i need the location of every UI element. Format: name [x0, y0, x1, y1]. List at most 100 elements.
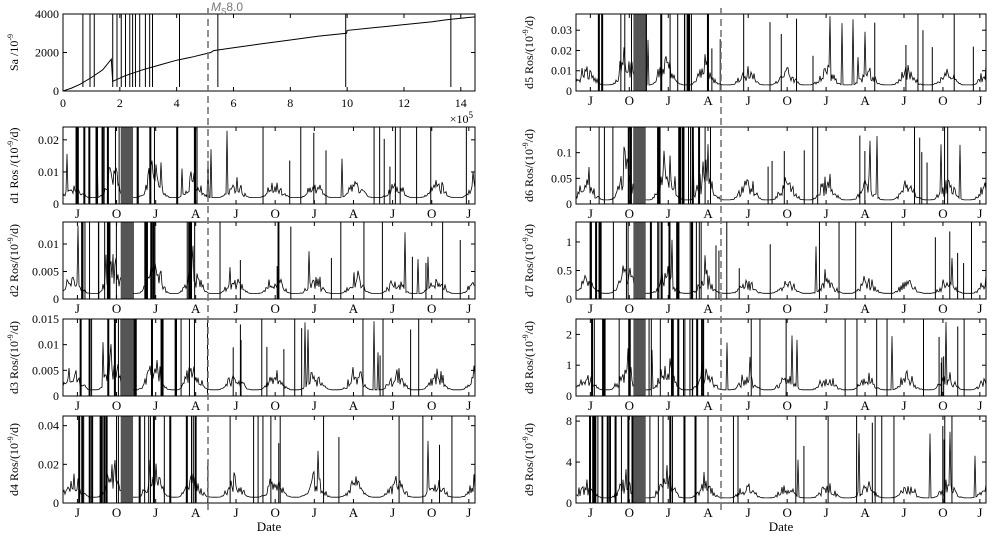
y-tick-label: 0.015 — [32, 312, 59, 326]
month-label: J — [466, 206, 471, 221]
month-label: J — [390, 398, 395, 413]
month-label: J — [901, 206, 906, 221]
y-tick-label: 0 — [566, 292, 572, 306]
sa-series-line — [63, 16, 475, 91]
month-label: A — [191, 398, 201, 413]
dense-oscillation-band — [120, 416, 134, 503]
axes-frame — [62, 126, 476, 205]
month-label: O — [625, 93, 634, 108]
panel-d4: J O J A J O J A J O J 0 0.02 0.04 d4 Ros/(10-9/d) — [6, 415, 476, 520]
x-tick-label: 0 — [60, 96, 66, 110]
y-tick-label: 0 — [566, 389, 572, 403]
y-axis-label: Sa /10-9 — [6, 34, 21, 71]
month-label: J — [901, 398, 906, 413]
axes-frame — [575, 126, 987, 205]
month-label: O — [112, 398, 121, 413]
month-label: J — [666, 398, 671, 413]
month-label: J — [153, 398, 158, 413]
month-label: J — [824, 505, 829, 520]
month-label: O — [938, 301, 947, 316]
month-label: J — [588, 301, 593, 316]
month-label: J — [746, 505, 751, 520]
axes-frame — [62, 318, 476, 397]
month-label: J — [977, 505, 982, 520]
panel-d7: J O J A J O J A J O J 0 0.5 1 d7 Ros/(10-9/d) — [521, 221, 987, 316]
month-label: O — [270, 301, 279, 316]
x-tick-label: 12 — [398, 96, 410, 110]
month-label: A — [860, 93, 870, 108]
month-label: A — [349, 505, 359, 520]
month-label: O — [270, 206, 279, 221]
month-label: J — [588, 93, 593, 108]
y-axis-label: d5 Ros/(10-9/d) — [521, 16, 536, 89]
x-axis-title-left: Date — [257, 519, 282, 534]
panel-d9: J O J A J O J A J O J 0 4 8 d9 Ros/(10-9/d) — [521, 414, 987, 520]
month-label: J — [390, 206, 395, 221]
axes-frame — [62, 221, 476, 300]
month-label: J — [75, 398, 80, 413]
month-label: A — [703, 206, 713, 221]
month-label: J — [75, 301, 80, 316]
axes-frame — [62, 13, 476, 92]
plot-area-d3 — [63, 319, 475, 396]
month-label: O — [782, 398, 791, 413]
month-label: O — [270, 398, 279, 413]
y-tick-label: 0 — [53, 496, 59, 510]
month-label: J — [746, 93, 751, 108]
month-label: O — [112, 206, 121, 221]
y-tick-label: 0.05 — [551, 171, 572, 185]
x-tick-label: 14 — [455, 96, 467, 110]
y-axis-label: d3 Ros/(10-9/d) — [6, 321, 21, 394]
x-axis-title-right: Date — [769, 519, 794, 534]
month-label: A — [349, 206, 359, 221]
y-tick-label: 4 — [566, 455, 572, 469]
ms-marker-label: MS8.0 — [211, 0, 243, 16]
month-label: O — [625, 206, 634, 221]
y-tick-label: 0 — [53, 197, 59, 211]
plot-area-d9 — [576, 416, 986, 503]
month-label: J — [824, 206, 829, 221]
dense-oscillation-band — [633, 222, 646, 299]
month-label: O — [112, 301, 121, 316]
month-label: A — [860, 398, 870, 413]
y-tick-label: 0 — [566, 197, 572, 211]
month-label: J — [466, 505, 471, 520]
y-tick-label: 0.005 — [32, 265, 59, 279]
y-tick-label: 0 — [566, 496, 572, 510]
month-label: O — [938, 206, 947, 221]
month-label: O — [427, 398, 436, 413]
panel-d1: J O J A J O J A J O J 0 0.01 0.02 d1 Ros /(10-9/d) — [6, 126, 476, 221]
month-label: J — [977, 301, 982, 316]
y-tick-label: 2000 — [35, 46, 59, 60]
x-tick-label: 6 — [230, 96, 236, 110]
month-label: A — [703, 301, 713, 316]
month-label: J — [234, 398, 239, 413]
plot-area-sa — [63, 14, 475, 91]
x-tick-label: 8 — [287, 96, 293, 110]
month-label: O — [938, 93, 947, 108]
x-exponent-label: ×105 — [450, 110, 474, 126]
x-tick-label: 4 — [174, 96, 180, 110]
dense-oscillation-band — [120, 222, 134, 299]
month-label: J — [390, 505, 395, 520]
dense-oscillation-band — [633, 127, 646, 204]
y-tick-label: 8 — [566, 414, 572, 428]
month-label: J — [666, 505, 671, 520]
month-label: J — [588, 398, 593, 413]
y-tick-label: 0.04 — [38, 419, 59, 433]
y-tick-label: 0.01 — [38, 165, 59, 179]
month-label: J — [153, 206, 158, 221]
month-label: J — [666, 301, 671, 316]
plot-area-d4 — [63, 416, 475, 503]
month-label: J — [666, 206, 671, 221]
panel-d6: J O J A J O J A J O J 0 0.05 0.1 d6 Ros/(10-9/d) — [521, 126, 987, 221]
y-tick-label: 0.02 — [38, 457, 59, 471]
month-label: J — [312, 505, 317, 520]
y-tick-label: 0.5 — [557, 263, 572, 277]
month-label: J — [746, 301, 751, 316]
month-label: J — [466, 301, 471, 316]
month-label: J — [901, 93, 906, 108]
month-label: O — [782, 206, 791, 221]
month-label: O — [427, 505, 436, 520]
panel-d5: J O J A J O J A J O J 0 0.01 0.02 0.03 d5 Ros/(10-9/d) — [521, 13, 987, 108]
